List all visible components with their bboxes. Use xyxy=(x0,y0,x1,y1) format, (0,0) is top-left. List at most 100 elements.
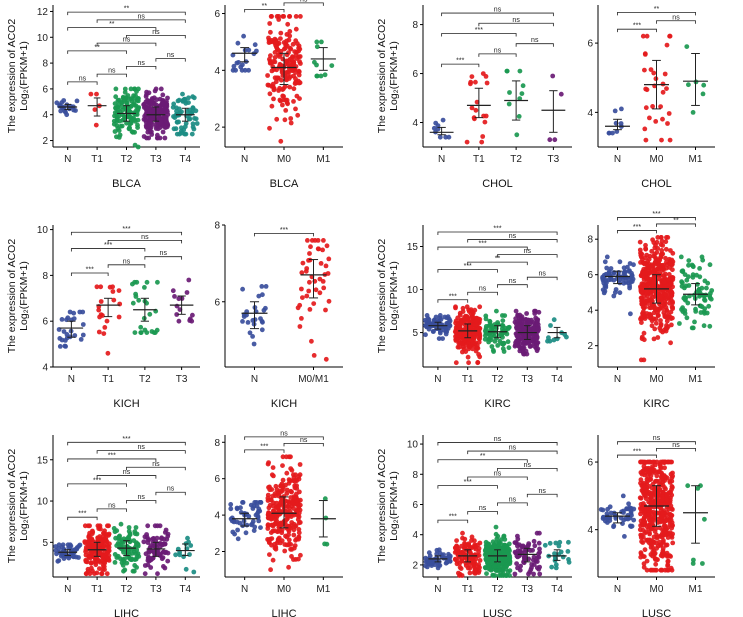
data-point xyxy=(438,317,444,322)
data-point xyxy=(297,59,302,64)
data-point xyxy=(158,119,164,125)
panel-blca-stage: 2 4 6 8 10 12 N T1 T2 T3 T4 BLCA The expression of A… xyxy=(6,5,200,190)
series-n xyxy=(228,500,264,542)
data-point xyxy=(661,310,667,316)
series-m0 xyxy=(640,33,673,143)
series-n xyxy=(605,106,630,136)
data-point xyxy=(278,495,284,501)
x-tick-label: N xyxy=(434,584,441,595)
x-tick-label: T1 xyxy=(102,374,114,385)
data-point xyxy=(465,354,471,360)
significance-label: *** xyxy=(464,263,472,270)
significance-bracket: ns xyxy=(467,233,558,243)
data-point xyxy=(59,100,65,105)
data-point xyxy=(269,14,274,19)
data-point xyxy=(626,501,631,507)
data-point xyxy=(311,353,317,358)
significance-label: ns xyxy=(123,258,131,265)
series-n xyxy=(53,542,83,564)
data-point xyxy=(101,531,107,536)
data-point xyxy=(116,314,122,320)
data-point xyxy=(163,527,169,533)
data-point xyxy=(660,539,666,545)
significance-label: ns xyxy=(509,445,517,452)
data-point xyxy=(268,515,274,521)
data-point xyxy=(158,109,164,115)
data-point xyxy=(497,552,503,558)
data-point xyxy=(157,523,163,529)
data-point xyxy=(235,536,241,542)
data-point xyxy=(122,86,128,92)
bracket-line xyxy=(617,454,657,459)
x-tick-label: M0 xyxy=(277,154,291,165)
data-point xyxy=(641,330,647,336)
x-axis-title: KICH xyxy=(113,398,139,410)
data-point xyxy=(642,126,648,132)
bracket-line xyxy=(617,441,696,445)
data-point xyxy=(645,537,650,543)
y-axis-title-line1: The expression of ACO2 xyxy=(6,239,18,354)
data-point xyxy=(505,569,511,575)
data-point xyxy=(283,43,289,48)
data-point xyxy=(668,293,673,299)
significance-bracket: ns xyxy=(155,52,186,62)
significance-bracket: ns xyxy=(478,17,554,27)
data-point xyxy=(278,499,284,504)
data-point xyxy=(163,119,169,124)
significance-bracket: ns xyxy=(437,436,558,446)
significance-bracket: ns xyxy=(126,29,186,39)
data-point xyxy=(698,310,704,315)
data-point xyxy=(492,563,498,569)
data-point xyxy=(291,512,297,518)
data-point xyxy=(283,97,288,103)
data-point xyxy=(238,505,243,511)
y-tick-label: 8 xyxy=(214,221,220,232)
data-point xyxy=(231,519,237,525)
data-point xyxy=(230,67,236,73)
data-point xyxy=(558,91,564,97)
significance-bracket: *** xyxy=(437,226,558,236)
data-point xyxy=(660,89,666,95)
data-point xyxy=(640,489,646,495)
y-tick-label: 8 xyxy=(587,235,593,246)
data-point xyxy=(131,568,137,574)
data-point xyxy=(138,324,144,330)
data-point xyxy=(245,320,251,325)
bracket-line xyxy=(497,284,528,288)
bracket-line xyxy=(96,73,127,78)
data-point xyxy=(288,116,294,121)
data-point xyxy=(654,250,660,255)
data-point xyxy=(638,554,644,560)
significance-label: ns xyxy=(152,29,160,36)
data-point xyxy=(193,116,199,122)
bracket-line xyxy=(126,466,186,471)
data-point xyxy=(519,314,525,320)
series-t1 xyxy=(82,523,112,577)
data-point xyxy=(116,288,122,293)
data-point xyxy=(104,318,110,324)
x-tick-label: T3 xyxy=(150,154,162,165)
x-axis-title: LIHC xyxy=(271,608,296,617)
data-point xyxy=(553,562,559,568)
data-point xyxy=(146,124,152,130)
data-point xyxy=(259,319,265,324)
x-axis-title: CHOL xyxy=(641,178,672,190)
significance-bracket: ns xyxy=(467,505,498,515)
data-point xyxy=(515,554,521,560)
bracket-line xyxy=(467,239,558,243)
data-point xyxy=(189,318,195,324)
data-point xyxy=(279,527,285,533)
data-point xyxy=(659,567,665,573)
data-point xyxy=(133,118,138,124)
data-point xyxy=(96,524,102,530)
data-point xyxy=(286,564,291,570)
significance-bracket: *** xyxy=(437,241,528,251)
bracket-line xyxy=(617,217,696,221)
data-point xyxy=(321,238,326,243)
data-point xyxy=(295,305,301,311)
data-point xyxy=(528,567,534,573)
data-point xyxy=(664,42,670,48)
data-point xyxy=(664,497,670,503)
data-point xyxy=(483,324,489,329)
data-point xyxy=(423,317,428,323)
